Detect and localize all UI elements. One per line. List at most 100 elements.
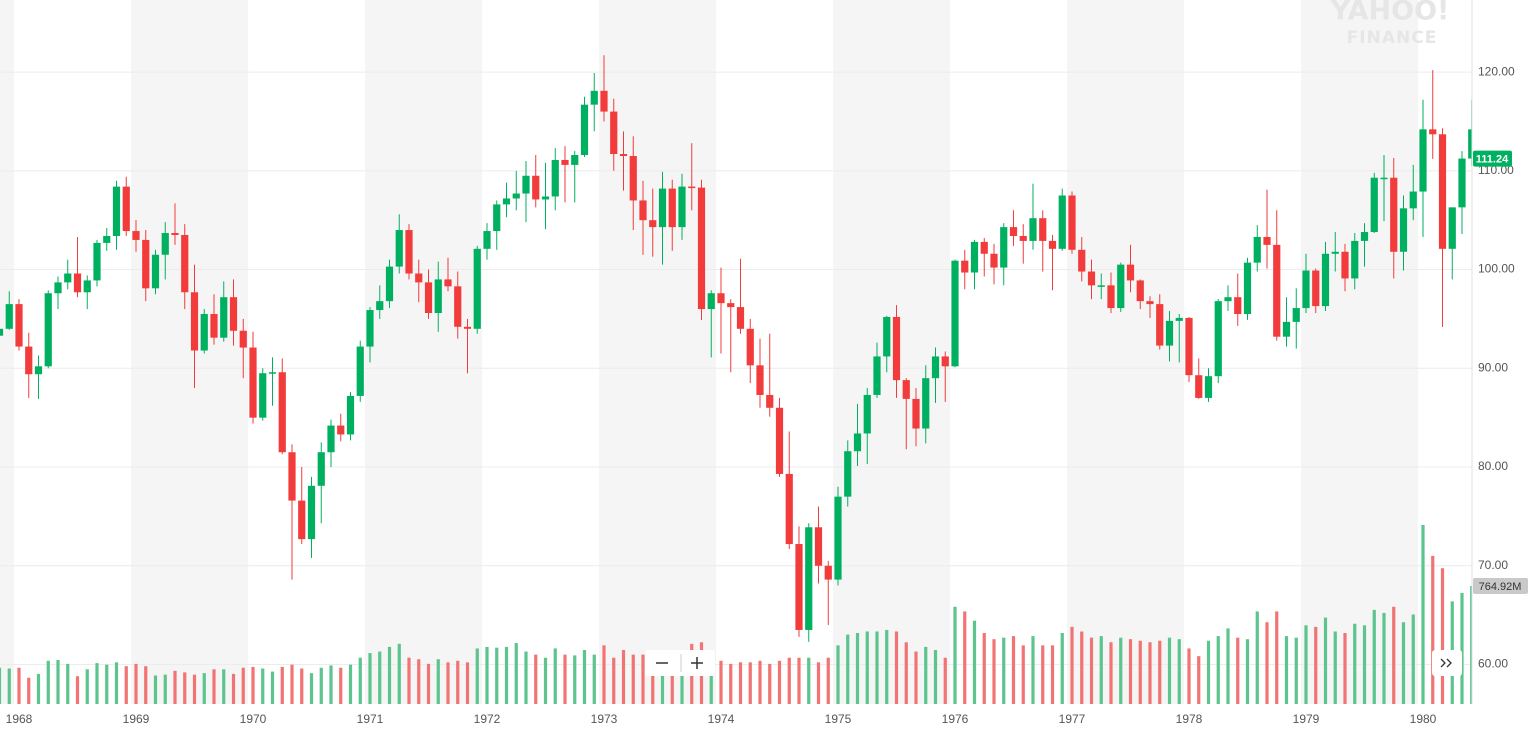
volume-bar	[1226, 628, 1230, 704]
volume-bar	[1041, 645, 1045, 704]
candle-body	[151, 254, 160, 289]
candle-body	[912, 398, 920, 429]
volume-bar	[1431, 555, 1435, 704]
candle-body	[142, 239, 150, 289]
volume-bar	[621, 649, 626, 704]
volume-bar	[417, 659, 421, 704]
candle-body	[288, 452, 296, 501]
y-tick-label: 60.00	[1478, 657, 1508, 671]
last-price-label: 111.24	[1476, 153, 1509, 165]
candle-body	[200, 313, 208, 351]
year-band	[1067, 0, 1185, 704]
volume-bar	[543, 657, 548, 704]
volume-bar	[1167, 637, 1172, 704]
candle-body	[1243, 262, 1252, 314]
candle-body	[1019, 235, 1027, 241]
year-bands	[0, 0, 1418, 704]
candle-body	[54, 282, 62, 294]
scroll-right[interactable]	[1432, 650, 1462, 676]
candle-body	[668, 188, 676, 228]
volume-bar	[1021, 645, 1025, 704]
year-band	[833, 0, 951, 704]
volume-bar	[563, 654, 567, 704]
volume-bar	[1343, 633, 1347, 704]
volume-bar	[173, 670, 177, 704]
candle-body	[873, 356, 881, 395]
candle-body	[1458, 158, 1466, 208]
volume-bar	[1460, 592, 1464, 704]
candle-body	[853, 433, 862, 452]
volume-bar	[972, 620, 977, 704]
candle-body	[1370, 177, 1378, 233]
watermark: FINANCE	[1347, 28, 1438, 48]
volume-bar	[36, 673, 41, 704]
volume-bar	[797, 657, 801, 704]
volume-bar	[1011, 636, 1016, 704]
candle-body	[239, 330, 247, 348]
candle-body	[1302, 270, 1310, 309]
volume-bar	[504, 646, 509, 704]
candle-body	[590, 90, 598, 105]
candle-body	[346, 395, 355, 435]
volume-bar	[222, 669, 226, 704]
volume-bar	[894, 631, 899, 704]
volume-bar	[943, 657, 947, 704]
volume-bar	[1255, 611, 1259, 704]
candle-body	[161, 233, 169, 255]
candle-body	[834, 496, 842, 580]
candle-body	[1195, 375, 1203, 398]
x-tick-label: 1970	[240, 712, 267, 726]
x-tick-label: 1971	[357, 712, 384, 726]
candle-body	[931, 356, 940, 379]
volume-bar	[826, 657, 830, 704]
candle-body	[512, 193, 520, 199]
candle-body	[1448, 207, 1456, 249]
candle-body	[844, 451, 852, 497]
candle-body	[561, 159, 569, 165]
candle-body	[649, 220, 657, 228]
volume-bar	[1099, 636, 1103, 704]
volume-bar	[290, 664, 294, 704]
candle-body	[1234, 297, 1242, 314]
candle-body	[1419, 129, 1427, 192]
year-band	[131, 0, 249, 704]
volume-bar	[1382, 612, 1386, 704]
candle-body	[1107, 285, 1115, 309]
volume-bar	[475, 648, 479, 704]
volume-bar	[144, 666, 148, 704]
scroll-box[interactable]	[1432, 650, 1462, 676]
grid	[0, 71, 1472, 666]
volume-bar	[660, 656, 665, 704]
candle-body	[1136, 280, 1144, 302]
volume-bar	[855, 633, 860, 704]
candle-body	[629, 156, 637, 201]
candle-body	[278, 372, 286, 453]
volume-bar	[1362, 625, 1367, 704]
candle-body	[454, 286, 462, 327]
candle-body	[64, 273, 72, 283]
volume-bar	[202, 673, 206, 704]
volume-bar	[514, 643, 518, 704]
volume-bar	[836, 645, 840, 704]
candle-body	[775, 407, 784, 474]
year-band	[599, 0, 717, 704]
candle-body	[639, 200, 647, 221]
candle-body	[902, 380, 910, 399]
volume-bar	[582, 649, 587, 704]
volume-bar	[1265, 622, 1269, 704]
axes: 60.0070.0080.0090.00100.00110.00120.0019…	[6, 0, 1528, 726]
zoom-control[interactable]	[645, 650, 715, 676]
candle-body	[210, 313, 218, 338]
volume-bar	[436, 659, 440, 704]
volume-bar	[719, 660, 723, 704]
candle-body	[337, 425, 345, 435]
candle-body	[395, 230, 403, 267]
candle-body	[736, 307, 745, 329]
volume-bar	[1236, 637, 1240, 704]
volume-bar	[114, 662, 119, 704]
scroll-icon[interactable]	[1440, 658, 1452, 668]
volume-bar	[153, 675, 158, 704]
candle-body	[1048, 240, 1057, 249]
volume-bar	[1187, 648, 1191, 704]
